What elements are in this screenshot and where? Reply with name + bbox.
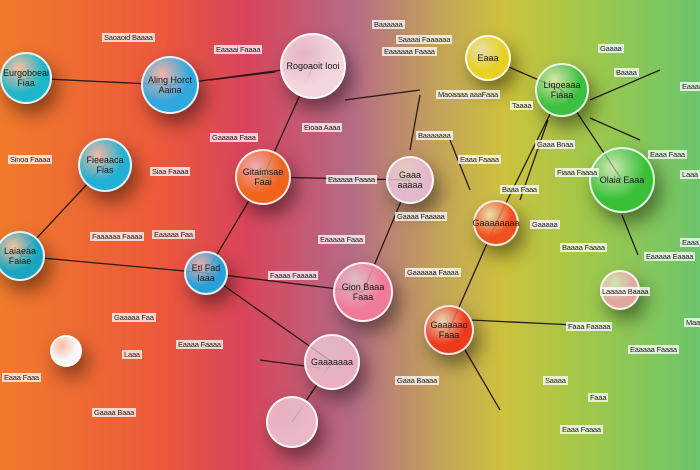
edge-label: Gaaaaa — [530, 220, 560, 229]
node-label: Laiaeaa Faiae — [3, 246, 37, 266]
edge — [589, 117, 641, 141]
edge-label: Maaa Faaaa — [684, 318, 700, 327]
edge-label: Eaaa Faaaa — [458, 155, 501, 164]
edge-label: Saaaa — [543, 376, 568, 385]
edge — [449, 139, 471, 191]
node[interactable]: Eaaa — [465, 35, 511, 81]
edge-label: Sinoa Faaaa — [8, 155, 53, 164]
edge — [589, 69, 661, 101]
edge-label: Eaaaaa Faaaa — [628, 345, 679, 354]
edge-label: Siaa Faaaa — [150, 167, 191, 176]
node-label: Olaia Eaaa — [599, 175, 645, 185]
node[interactable]: Etl Fad Iaaa — [184, 251, 228, 295]
edge-label: Gaaaaa Faaa — [210, 133, 258, 142]
node[interactable]: Gaaaaaaa — [304, 334, 360, 390]
edge-label: Fiaaa Faaaa — [555, 168, 599, 177]
edge — [621, 214, 639, 256]
edge-label: Eaaa — [680, 238, 700, 247]
edge-label: Gaaaa — [598, 44, 624, 53]
edge-label: Eaaaaaa Faaaa — [382, 47, 437, 56]
node-label: Eurgoboeai Fiaa — [2, 68, 50, 88]
edge-label: Eaaaa Faaaa — [176, 340, 223, 349]
node[interactable]: Gaaaaao Faaa — [424, 305, 474, 355]
node-label: Gion Baaa Faaa — [341, 282, 385, 302]
edge-label: Eaaa Faaaa — [560, 425, 603, 434]
node-label: Gitaimsae Faai — [242, 167, 284, 187]
node-label: Gaaaaaaa — [310, 357, 354, 367]
edge-label: Faaa Faaaaa — [566, 322, 613, 331]
node[interactable]: Gaaaaaaaa — [472, 200, 520, 246]
edge-label: Maoaaaa aaaFaaa — [436, 90, 500, 99]
edge — [409, 94, 421, 151]
edge-label: Eaaa Faaa — [648, 150, 687, 159]
node-label: Rogoaoit Iooi — [286, 61, 340, 71]
node[interactable]: Aling Horct Aaina — [141, 56, 199, 114]
node-label: Gaaaaao Faaa — [430, 320, 468, 340]
edge-label: Eaaaai Faaaa — [214, 45, 263, 54]
node-label: Eaaa — [477, 53, 499, 63]
edge-label: Taaaa — [510, 101, 534, 110]
node[interactable]: Eurgoboeai Fiaa — [0, 52, 52, 104]
edge-label: Eaaaaa Eaaaa — [644, 252, 696, 261]
edge-label: Eioaa Aaaa — [302, 123, 343, 132]
edge-label: Eaaaa Faaaaa — [680, 82, 700, 91]
edge-label: Faaa — [588, 393, 609, 402]
node[interactable]: Olaia Eaaa — [589, 147, 655, 213]
edge-label: Laaa — [680, 170, 700, 179]
edge-label: Gaaaaa Faa — [112, 313, 156, 322]
node[interactable]: Rogoaoit Iooi — [280, 33, 346, 99]
node[interactable]: Laiaeaa Faiae — [0, 231, 45, 281]
node-label: Aling Horct Aaina — [147, 75, 192, 95]
edge-label: Gaaaa Baaa — [92, 408, 137, 417]
edge-label: Gaaaaaa Faaaa — [405, 268, 461, 277]
edge-label: Baaa Faaa — [500, 185, 539, 194]
node[interactable] — [50, 335, 82, 367]
edge-label: Gaaa Baaaa — [395, 376, 440, 385]
node-label: Fieeaaca Fias — [86, 155, 124, 175]
edge-label: Faaaa Faaaaa — [268, 271, 319, 280]
edge-label: Faaaaaa Faaaa — [90, 232, 145, 241]
edge-label: Baaaa Faaaa — [560, 243, 607, 252]
node[interactable]: Gaaa aaaaa — [386, 156, 434, 204]
node[interactable]: Fieeaaca Fias — [78, 138, 132, 192]
edge — [469, 319, 576, 326]
edge-label: Baaaa — [614, 68, 639, 77]
edge-label: Gaaaa Faaaaa — [395, 212, 447, 221]
edge-label: Eaaaaa Faa — [152, 230, 195, 239]
edge-label: Saoaoid Baaaa — [102, 33, 155, 42]
node-label: Gaaaaaaaa — [472, 218, 520, 228]
node[interactable]: Liqoeaaa Fiaaa — [535, 63, 589, 117]
node-label: Etl Fad Iaaa — [191, 263, 221, 283]
edge-label: Baaaaaaa — [416, 131, 453, 140]
edge-label: Eaaaaa Faaa — [318, 235, 365, 244]
edge — [464, 349, 501, 411]
edge — [344, 89, 421, 101]
edge — [209, 71, 276, 81]
edge-label: Laaaaa Baaaa — [600, 287, 651, 296]
edge-label: Laaa — [122, 350, 142, 359]
edge — [19, 255, 207, 274]
node[interactable]: Gitaimsae Faai — [235, 149, 291, 205]
node[interactable] — [266, 396, 318, 448]
edge-label: Saaaai Faaaaaa — [396, 35, 453, 44]
node-label: Liqoeaaa Fiaaa — [543, 80, 581, 100]
edge-label: Baaaaaa — [372, 20, 405, 29]
edge-label: Gaaa Bnaa — [535, 140, 576, 149]
edge-label: Eaaa Faaa — [2, 373, 41, 382]
edge-label: Eaaaaa Faaaa — [326, 175, 377, 184]
node[interactable]: Gion Baaa Faaa — [333, 262, 393, 322]
node-label: Gaaa aaaaa — [397, 170, 423, 190]
